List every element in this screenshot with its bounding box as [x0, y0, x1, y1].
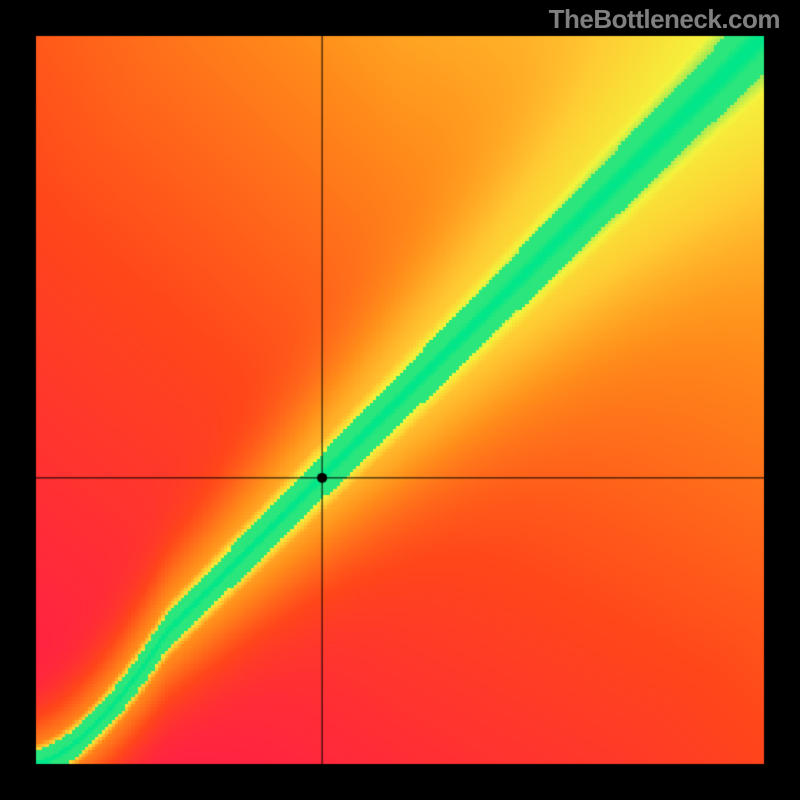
chart-container: TheBottleneck.com: [0, 0, 800, 800]
bottleneck-heatmap-canvas: [0, 0, 800, 800]
watermark-text: TheBottleneck.com: [549, 4, 780, 35]
